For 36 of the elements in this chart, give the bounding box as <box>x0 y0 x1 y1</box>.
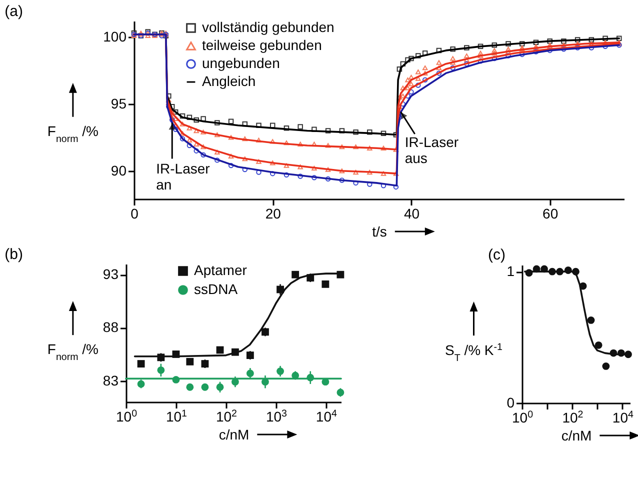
x-axis-title: c/nM <box>218 426 250 442</box>
y-axis-title: F$_{norm}$ /% <box>47 122 98 144</box>
y-tick-label: 1 <box>506 263 515 280</box>
legend-label: ssDNA <box>194 281 238 297</box>
x-tick-label: 10$^{2}$ <box>562 409 584 426</box>
y-tick-label: 90 <box>110 162 127 178</box>
chart-title: (c) <box>488 246 506 264</box>
legend-label: vollständig gebunden <box>202 19 334 35</box>
x-tick-label: 40 <box>404 206 420 222</box>
y-tick-label: 95 <box>110 95 127 112</box>
chart-title: (b) <box>4 246 23 263</box>
annotation: IR-Laser aus <box>404 134 459 166</box>
legend-label: teilweise gebunden <box>202 37 322 53</box>
x-tick-label: 10$^{3}$ <box>266 408 288 424</box>
y-axis-title: F$_{norm}$ /% <box>47 341 98 363</box>
text: (a) <box>4 3 23 20</box>
y-axis-title: S$_{T}$ /% K$^{-1}$ <box>444 342 502 364</box>
x-tick-label: 20 <box>265 206 282 222</box>
x-tick-label: 10$^{0}$ <box>116 408 138 424</box>
x-tick-label: 10$^{4}$ <box>316 408 338 424</box>
annotation: IR-Laser an <box>156 160 210 193</box>
legend-label: Aptamer <box>194 262 248 278</box>
x-tick-label: 0 <box>130 206 139 222</box>
y-tick-label: 93 <box>102 266 119 282</box>
y-tick-label: 88 <box>102 319 119 336</box>
x-tick-label: 10$^{0}$ <box>512 409 534 426</box>
x-axis-title: c/nM <box>561 428 592 444</box>
x-axis-title: t/s <box>372 224 387 240</box>
y-tick-label: 83 <box>102 372 119 388</box>
legend-label: Angleich <box>202 73 256 89</box>
x-tick-label: 10$^{1}$ <box>166 408 188 424</box>
x-tick-label: 60 <box>542 206 558 222</box>
legend-label: ungebunden <box>202 55 280 71</box>
y-tick-label: 100 <box>103 28 127 45</box>
x-tick-label: 10$^{2}$ <box>216 408 237 424</box>
x-tick-label: 10$^{4}$ <box>612 409 634 426</box>
